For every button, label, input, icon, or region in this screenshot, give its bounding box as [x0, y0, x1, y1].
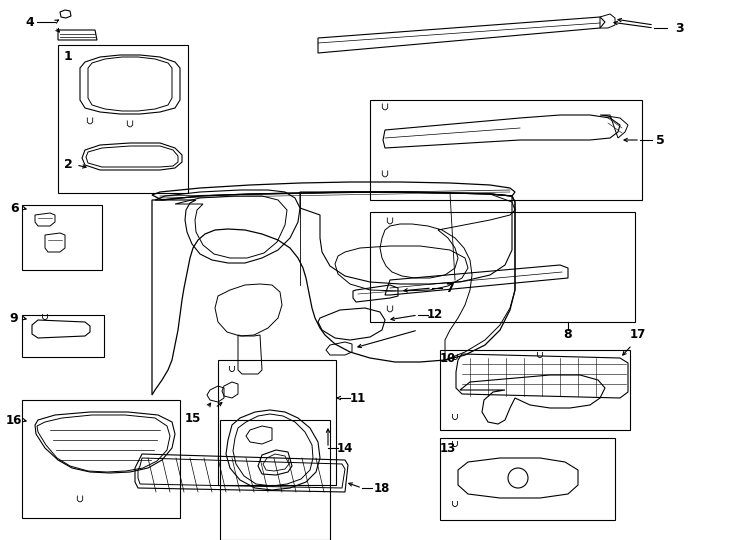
Text: 15: 15: [185, 411, 201, 424]
Text: 1: 1: [64, 51, 73, 64]
Text: 14: 14: [337, 442, 353, 455]
Text: 5: 5: [655, 133, 664, 146]
Bar: [370, 212, 635, 322]
Bar: [440, 438, 615, 520]
Text: 6: 6: [11, 201, 19, 214]
Bar: [22, 315, 104, 357]
Text: 9: 9: [10, 312, 18, 325]
Text: 13: 13: [440, 442, 456, 455]
Bar: [22, 400, 180, 518]
Text: 10: 10: [440, 352, 456, 365]
Text: 12: 12: [427, 308, 443, 321]
Text: 18: 18: [374, 482, 390, 495]
Text: 17: 17: [630, 328, 646, 341]
Text: 4: 4: [26, 16, 34, 29]
Bar: [440, 350, 630, 430]
Bar: [22, 205, 102, 270]
Bar: [370, 100, 642, 200]
Bar: [220, 420, 330, 540]
Text: 2: 2: [64, 159, 73, 172]
Text: 7: 7: [446, 281, 454, 294]
Text: 11: 11: [350, 392, 366, 404]
Bar: [58, 45, 188, 193]
Text: 3: 3: [676, 22, 684, 35]
Text: 8: 8: [564, 328, 573, 341]
Text: 16: 16: [6, 414, 22, 427]
Bar: [218, 360, 336, 485]
